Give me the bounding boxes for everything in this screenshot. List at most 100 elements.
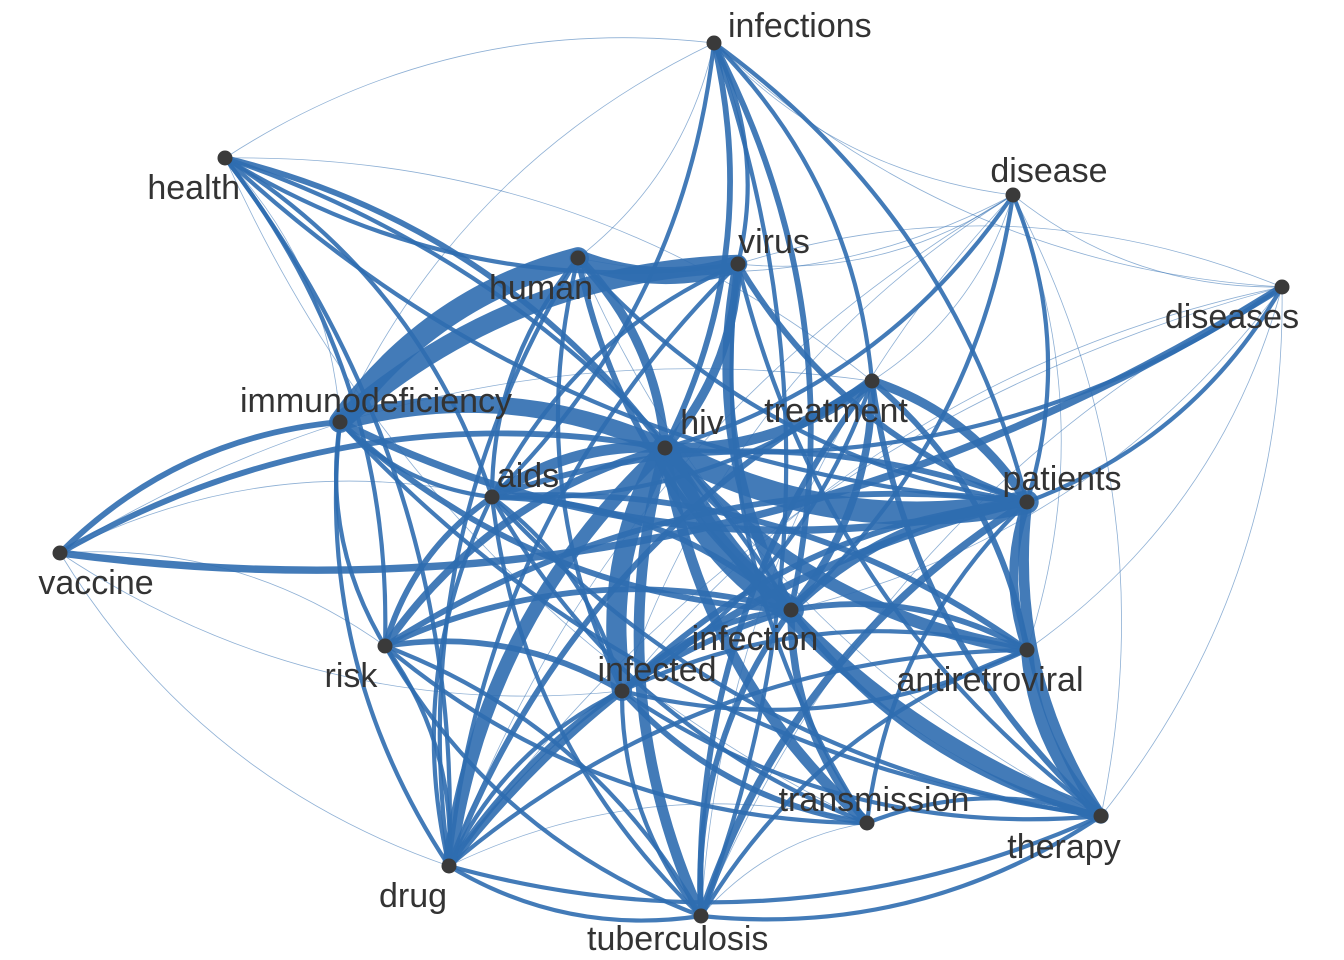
node-label-patients: patients: [1002, 460, 1121, 498]
node-label-hiv: hiv: [680, 404, 723, 442]
edge-infection-risk: [382, 586, 794, 649]
node-aids: [484, 489, 500, 505]
edge-hiv-disease: [662, 192, 1016, 451]
node-health: [217, 150, 233, 166]
edge-treatment-therapy: [869, 378, 1104, 819]
edge-infected-drug: [446, 688, 625, 869]
node-label-risk: risk: [325, 657, 379, 695]
node-label-tuberculosis: tuberculosis: [587, 920, 768, 958]
node-therapy: [1093, 808, 1109, 824]
edge-transmission-tuberculosis: [700, 822, 868, 917]
edge-therapy-diseases: [1100, 286, 1283, 817]
edge-hiv-antiretroviral: [658, 441, 1034, 657]
edge-hiv-infection: [652, 435, 804, 623]
edge-hiv-treatment: [659, 375, 878, 454]
edge-hiv-infections: [662, 40, 733, 451]
node-label-antiretroviral: antiretroviral: [896, 661, 1083, 699]
edge-risk-tuberculosis: [382, 643, 704, 919]
edge-hiv-patients: [653, 436, 1039, 525]
edge-virus-aids: [489, 261, 741, 500]
edge-infection-diseases: [790, 286, 1283, 611]
edge-tuberculosis-infections: [698, 40, 789, 919]
node-label-transmission: transmission: [779, 781, 970, 819]
node-label-infected: infected: [597, 651, 716, 689]
edge-human-infections: [577, 42, 715, 259]
node-label-human: human: [489, 269, 593, 307]
node-label-infections: infections: [728, 7, 872, 45]
edge-drug-tuberculosis: [446, 863, 704, 923]
edge-hiv-immunodeficiency: [331, 395, 674, 457]
node-antiretroviral: [1019, 642, 1035, 658]
edge-treatment-disease: [871, 194, 1014, 382]
node-human: [570, 250, 586, 266]
edge-patients-therapy: [1018, 496, 1107, 822]
node-label-infection: infection: [692, 620, 819, 658]
node-label-treatment: treatment: [764, 392, 908, 430]
edge-virus-therapy: [735, 261, 1104, 819]
node-label-virus: virus: [738, 223, 810, 261]
edge-immunodeficiency-vaccine: [57, 419, 343, 556]
edge-patients-treatment: [867, 376, 1032, 507]
node-risk: [377, 638, 393, 654]
node-diseases: [1274, 279, 1290, 295]
edge-patients-drug: [445, 498, 1031, 870]
edge-vaccine-drug: [59, 552, 450, 867]
node-label-therapy: therapy: [1007, 828, 1120, 866]
edge-human-patients: [575, 255, 1030, 505]
node-label-vaccine: vaccine: [38, 564, 153, 602]
edge-aids-risk: [382, 494, 495, 649]
edge-hiv-risk: [381, 444, 669, 650]
edge-patients-diseases: [1024, 284, 1285, 505]
edge-risk-transmission: [382, 643, 870, 826]
node-label-aids: aids: [497, 457, 559, 495]
node-immunodeficiency: [332, 414, 348, 430]
edge-hiv-tuberculosis: [633, 442, 707, 922]
edge-treatment-vaccine: [59, 368, 873, 554]
edge-disease-diseases: [1012, 194, 1283, 288]
node-infection: [783, 602, 799, 618]
edge-drug-therapy: [446, 813, 1104, 905]
edge-treatment-health: [224, 157, 873, 382]
edge-tuberculosis-therapy: [698, 813, 1104, 922]
edge-treatment-infections: [711, 40, 875, 384]
edge-human-immunodeficiency: [329, 247, 589, 433]
edge-infected-antiretroviral: [619, 647, 1030, 712]
node-layer: [52, 35, 1290, 924]
edge-virus-immunodeficiency: [330, 254, 748, 432]
edge-layer: [56, 37, 1286, 923]
node-treatment: [864, 373, 880, 389]
node-disease: [1005, 187, 1021, 203]
edge-antiretroviral-diseases: [1026, 286, 1283, 651]
node-infections: [706, 35, 722, 51]
node-label-disease: disease: [990, 152, 1107, 190]
edge-health-transmission: [224, 157, 868, 824]
node-virus: [730, 256, 746, 272]
edge-hiv-drug: [442, 441, 672, 873]
edge-virus-patients: [735, 261, 1030, 505]
edge-diseases-virus: [737, 225, 1283, 288]
edge-patients-disease: [1010, 192, 1051, 505]
node-label-health: health: [147, 169, 240, 207]
node-transmission: [859, 815, 875, 831]
edge-infections-diseases: [713, 42, 1283, 288]
edge-patients-infections: [711, 40, 1030, 505]
node-infected: [614, 683, 630, 699]
edge-antiretroviral-therapy: [1020, 643, 1108, 823]
node-vaccine: [52, 545, 68, 561]
edge-aids-health: [222, 155, 495, 500]
node-tuberculosis: [693, 908, 709, 924]
edge-infected-tuberculosis: [619, 688, 704, 919]
edge-antiretroviral-infection: [788, 601, 1030, 653]
edge-therapy-disease: [1012, 194, 1122, 817]
edge-treatment-tuberculosis: [697, 378, 875, 919]
edge-human-aids: [489, 255, 581, 500]
node-label-drug: drug: [379, 877, 447, 915]
edge-aids-vaccine: [59, 480, 493, 554]
edge-aids-infections: [489, 40, 717, 500]
edge-infections-immunodeficiency: [339, 42, 715, 423]
node-hiv: [657, 440, 673, 456]
edge-tuberculosis-risk: [382, 643, 704, 919]
edge-hiv-vaccine: [57, 430, 668, 556]
